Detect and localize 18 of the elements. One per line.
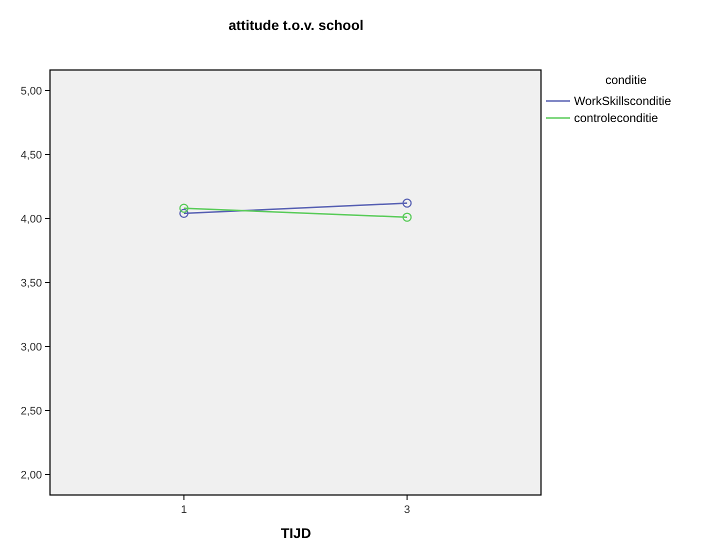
y-tick-label: 3,50 bbox=[20, 277, 42, 290]
y-tick-label: 5,00 bbox=[20, 85, 42, 98]
x-tick-label: 1 bbox=[180, 504, 187, 516]
y-tick-label: 4,00 bbox=[20, 213, 42, 226]
legend-label: WorkSkillsconditie bbox=[574, 94, 672, 108]
point bbox=[402, 198, 412, 208]
legend-title: conditie bbox=[605, 73, 647, 87]
x-tick-label: 3 bbox=[404, 504, 410, 516]
x-axis-title: TIJD bbox=[280, 525, 312, 541]
legend-label: controleconditie bbox=[574, 111, 658, 126]
y-tick-label: 3,00 bbox=[20, 341, 42, 354]
y-tick-label: 2,00 bbox=[20, 469, 42, 482]
point bbox=[179, 204, 189, 213]
y-tick-label: 2,50 bbox=[20, 405, 42, 418]
y-tick-label: 4,50 bbox=[20, 149, 42, 162]
point bbox=[179, 208, 189, 218]
point bbox=[402, 212, 412, 222]
chart-title: attitude t.o.v. school bbox=[228, 17, 364, 33]
